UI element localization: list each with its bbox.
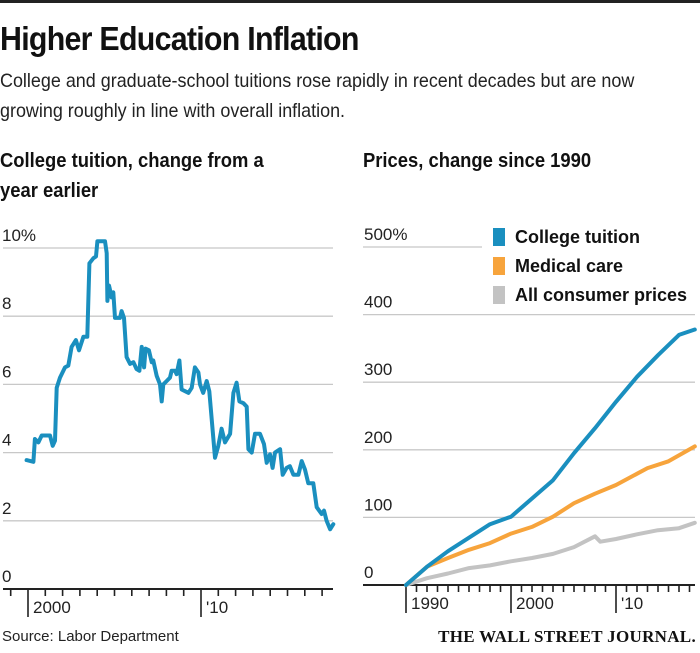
series-line-college-tuition [404,327,697,587]
legend-swatch [493,286,505,304]
series-line [24,239,336,532]
subtitle: College and graduate-school tuitions ros… [0,70,635,122]
y-tick-label: 200 [364,428,392,447]
legend-swatch [493,228,505,246]
y-tick-label: 0 [364,563,373,582]
right-chart-title: Prices, change since 1990 [363,150,592,172]
y-tick-label: 2 [2,499,11,518]
legend-label: Medical care [515,256,623,276]
y-tick-label: 500% [364,225,407,244]
top-rule [0,0,700,3]
series-line-all-consumer-prices [404,520,697,587]
series-line-medical-care [404,444,697,587]
x-tick-label: 2000 [33,598,71,617]
y-tick-label: 8 [2,294,11,313]
y-tick-label: 0 [2,567,11,586]
x-tick-label: 2000 [516,594,554,613]
y-tick-label: 100 [364,495,392,514]
y-tick-label: 4 [2,431,11,450]
y-tick-label: 400 [364,293,392,312]
wsj-logo: THE WALL STREET JOURNAL. [438,627,696,646]
legend-label: All consumer prices [515,285,687,305]
page-title: Higher Education Inflation [0,20,359,57]
left-chart-title: College tuition, change from a year earl… [0,150,264,202]
x-tick-label: 1990 [411,594,449,613]
x-tick-label: '10 [621,594,643,613]
y-tick-label: 10% [2,226,36,245]
legend-label: College tuition [515,227,640,247]
source-note: Source: Labor Department [2,628,179,645]
x-tick-label: '10 [206,598,228,617]
y-tick-label: 6 [2,362,11,381]
legend-swatch [493,257,505,275]
y-tick-label: 300 [364,360,392,379]
